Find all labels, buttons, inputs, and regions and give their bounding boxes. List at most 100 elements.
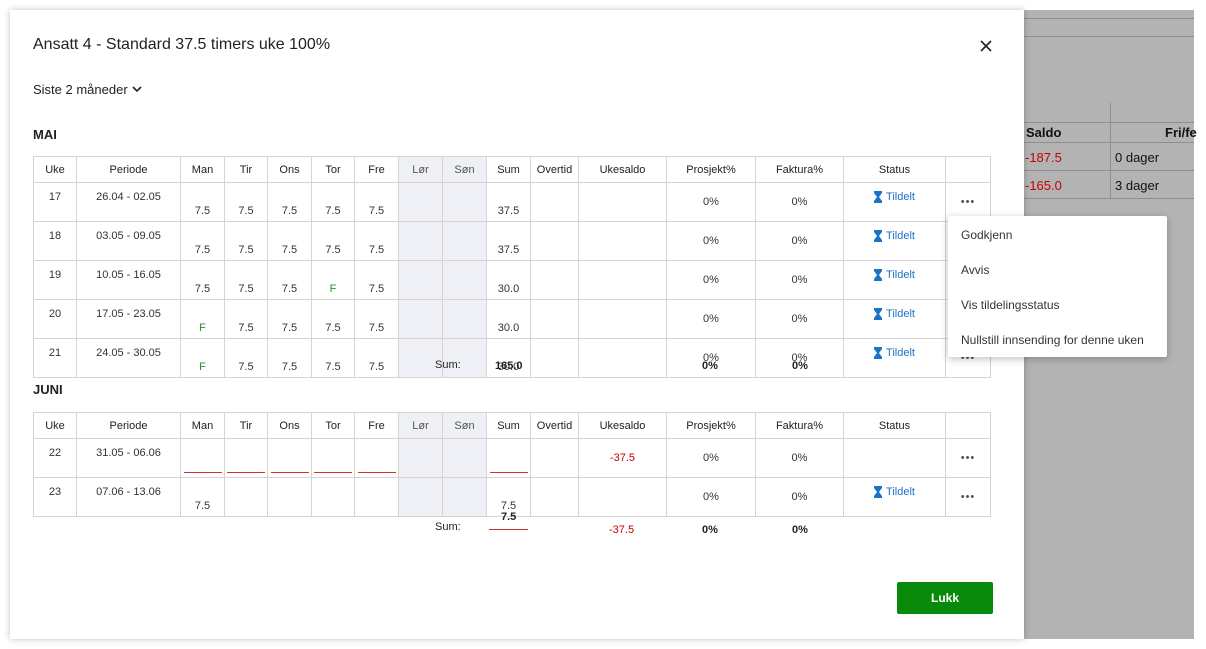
cell-value[interactable]: 7.5 (238, 322, 254, 334)
cell-faktura: 0% (755, 338, 844, 378)
cell-value[interactable]: 7.5 (194, 244, 211, 256)
column-header-fre: Fre (354, 156, 399, 183)
more-icon[interactable]: ••• (960, 491, 976, 503)
more-icon[interactable]: ••• (960, 196, 976, 208)
cell-value[interactable]: F (199, 361, 206, 373)
cell-value: 10.05 - 16.05 (96, 269, 161, 281)
cell-ons: 7.5 (267, 338, 312, 378)
cell-value: 0% (703, 274, 719, 286)
column-header-ukesaldo: Ukesaldo (578, 412, 667, 439)
status-link[interactable]: Tildelt (874, 347, 915, 359)
hourglass-icon (874, 347, 883, 359)
cell-value[interactable]: 7.5 (368, 361, 385, 373)
cell-man: 7.5 (180, 182, 225, 222)
cell-more: ••• (945, 477, 991, 517)
cell-sum (486, 438, 531, 478)
cell-value[interactable]: 7.5 (194, 283, 211, 295)
cell-lor (398, 221, 443, 261)
cell-tir: 7.5 (224, 338, 268, 378)
cell-ons: 7.5 (267, 221, 312, 261)
cell-value[interactable]: 7.5 (281, 361, 298, 373)
column-header-prosjekt: Prosjekt% (666, 412, 756, 439)
more-icon[interactable]: ••• (960, 452, 976, 464)
status-link[interactable]: Tildelt (874, 269, 915, 281)
menu-item-approve[interactable]: Godkjenn (961, 228, 1013, 242)
close-button[interactable] (976, 36, 996, 56)
row-action-menu: Godkjenn Avvis Vis tildelingsstatus Null… (948, 216, 1167, 357)
cell-value: 22 (48, 447, 62, 459)
cell-fre: 7.5 (354, 338, 399, 378)
header-row: Uke Periode Man Tir Ons Tor Fre Lør Søn Sum Overti… (33, 412, 991, 439)
cell-tor: 7.5 (311, 299, 355, 339)
sum-row: Sum: 165.0 0% 0% (33, 349, 993, 372)
period-dropdown[interactable]: Siste 2 måneder (33, 82, 142, 97)
column-header-status: Status (843, 156, 946, 183)
background-divider (1024, 36, 1194, 37)
cell-more: ••• (945, 182, 991, 222)
cell-tor: F (311, 260, 355, 300)
cell-value[interactable]: 7.5 (325, 205, 341, 217)
table-row: 17 26.04 - 02.05 7.5 7.5 7.5 7.5 7.5 37.5 0% 0% Ti… (33, 182, 991, 222)
sum-prosjekt: 0% (702, 360, 718, 372)
missing-hours-indicator (357, 472, 396, 473)
cell-value[interactable]: 7.5 (368, 244, 385, 256)
close-dialog-button[interactable]: Lukk (897, 582, 993, 614)
cell-value[interactable]: 7.5 (238, 361, 254, 373)
cell-value: 17.05 - 23.05 (96, 308, 161, 320)
column-header-overtid: Overtid (530, 412, 579, 439)
cell-faktura: 0% (755, 438, 844, 478)
column-header-ukesaldo: Ukesaldo (578, 156, 667, 183)
status-link[interactable]: Tildelt (874, 230, 915, 242)
cell-tir: 7.5 (224, 299, 268, 339)
cell-value: 07.06 - 13.06 (96, 486, 161, 498)
background-divider (1024, 142, 1194, 143)
cell-son (442, 338, 487, 378)
cell-value[interactable]: 7.5 (325, 361, 341, 373)
cell-periode: 17.05 - 23.05 (76, 299, 181, 339)
cell-value[interactable]: 7.5 (281, 322, 298, 334)
cell-status: Tildelt (843, 477, 946, 517)
cell-ons: 7.5 (267, 182, 312, 222)
cell-value[interactable]: 7.5 (238, 205, 254, 217)
cell-value[interactable]: 7.5 (281, 205, 298, 217)
cell-value: 0% (791, 352, 808, 364)
column-header-periode: Periode (76, 412, 181, 439)
column-header-lor: Lør (398, 156, 443, 183)
cell-value[interactable]: 7.5 (368, 322, 385, 334)
cell-value: 37.5 (497, 244, 520, 256)
table-row: 22 31.05 - 06.06 -37.5 0% 0% ••• (33, 438, 991, 478)
status-link[interactable]: Tildelt (874, 486, 915, 498)
hourglass-icon (874, 486, 883, 498)
cell-value[interactable]: 7.5 (325, 322, 341, 334)
status-label: Tildelt (886, 347, 915, 359)
cell-ukesaldo (578, 299, 667, 339)
chevron-down-icon (132, 86, 142, 93)
menu-item-reset-submission[interactable]: Nullstill innsending for denne uken (961, 333, 1144, 347)
cell-prosjekt: 0% (666, 299, 756, 339)
column-header-son: Søn (442, 156, 487, 183)
cell-value[interactable]: 7.5 (238, 283, 254, 295)
cell-value[interactable]: 7.5 (281, 244, 298, 256)
column-header-lor: Lør (398, 412, 443, 439)
cell-value: 0% (703, 196, 719, 208)
status-link[interactable]: Tildelt (874, 191, 915, 203)
close-icon (980, 40, 992, 52)
cell-value[interactable]: 7.5 (325, 244, 341, 256)
status-link[interactable]: Tildelt (874, 308, 915, 320)
menu-item-allocation-status[interactable]: Vis tildelingsstatus (961, 298, 1060, 312)
cell-value: 31.05 - 06.06 (96, 447, 161, 459)
cell-value[interactable]: F (329, 283, 337, 295)
cell-value[interactable]: 7.5 (194, 500, 211, 512)
cell-value[interactable]: F (199, 322, 206, 334)
cell-value[interactable]: 7.5 (238, 244, 254, 256)
cell-value[interactable]: 7.5 (368, 283, 385, 295)
cell-value[interactable]: 7.5 (194, 205, 211, 217)
cell-value: 26.04 - 02.05 (96, 191, 161, 203)
cell-prosjekt: 0% (666, 438, 756, 478)
cell-sum: 30.0 (486, 260, 531, 300)
menu-item-reject[interactable]: Avvis (961, 263, 990, 277)
cell-value[interactable]: 7.5 (281, 283, 298, 295)
table-row: 19 10.05 - 16.05 7.5 7.5 7.5 F 7.5 30.0 0% 0% Tild… (33, 260, 991, 300)
cell-value[interactable]: 7.5 (368, 205, 385, 217)
cell-value: 19 (48, 269, 62, 281)
